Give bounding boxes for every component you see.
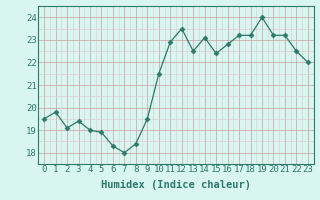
X-axis label: Humidex (Indice chaleur): Humidex (Indice chaleur) — [101, 180, 251, 190]
